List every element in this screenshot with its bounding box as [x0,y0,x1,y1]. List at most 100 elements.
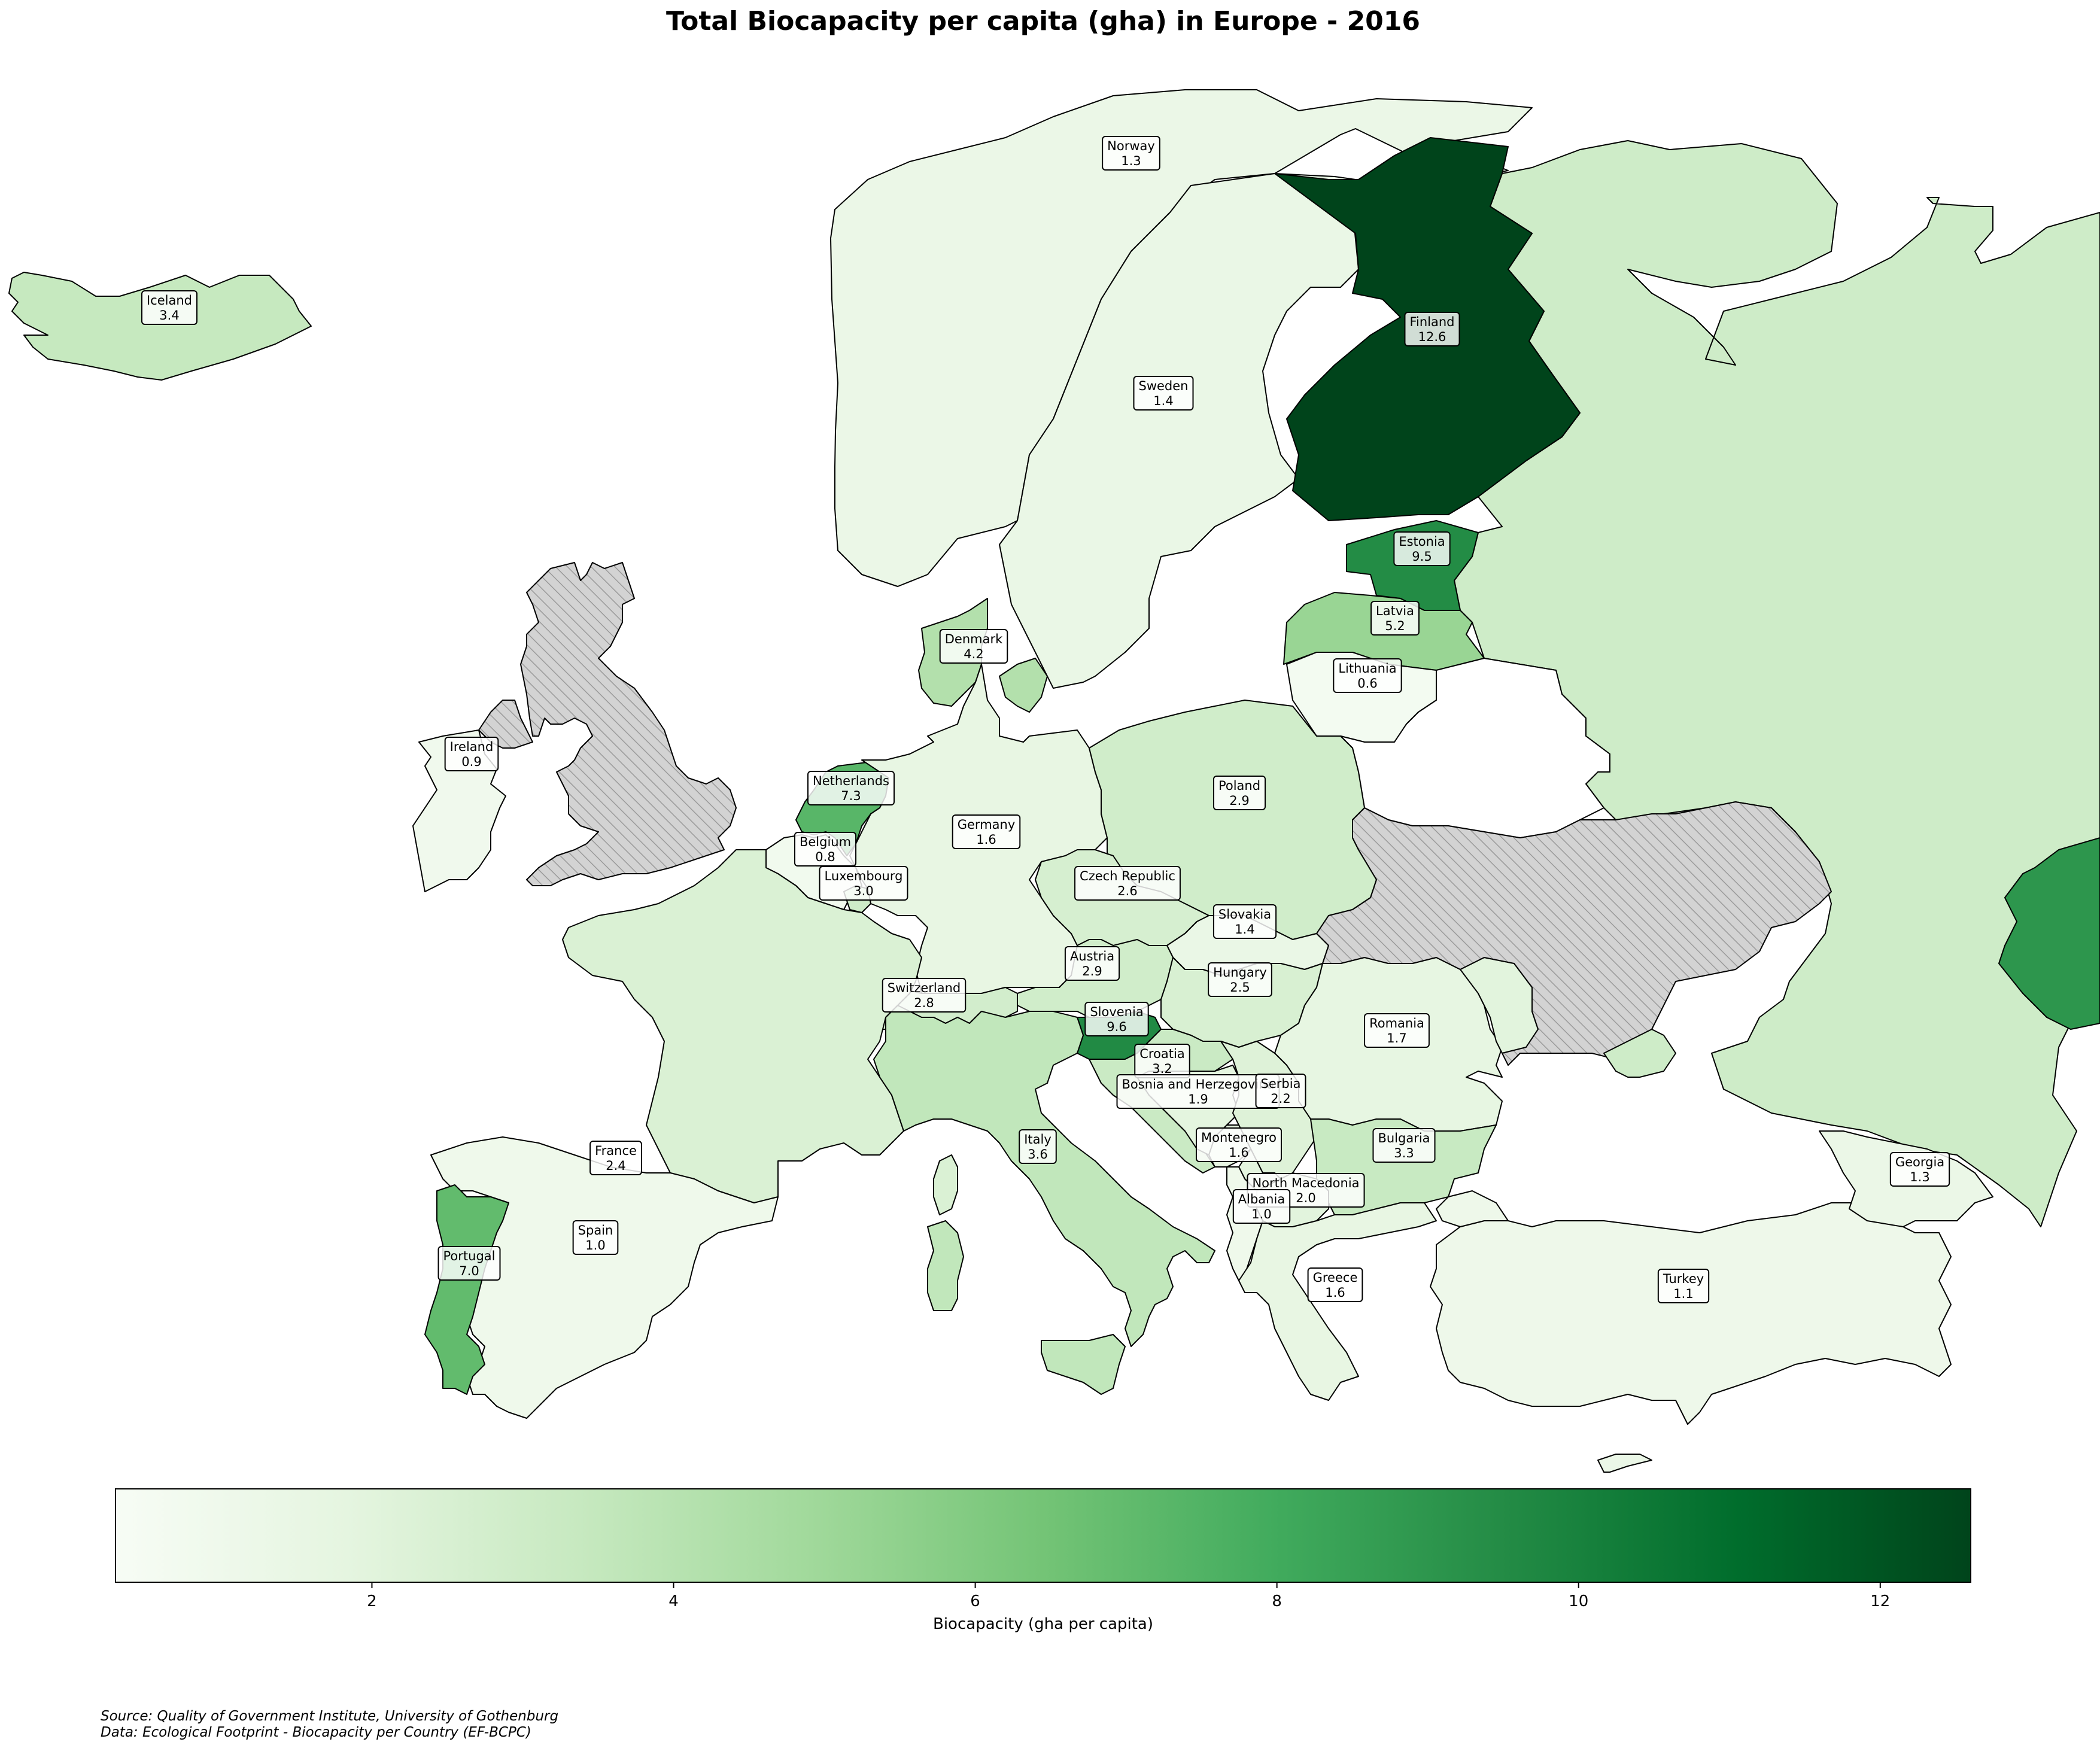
label-box [1404,312,1460,346]
label-value: 1.1 [1673,1287,1693,1301]
label-value: 1.6 [976,832,996,847]
label-country-name: Norway [1107,139,1155,153]
label-country-name: Sweden [1139,379,1189,393]
label-value: 2.5 [1230,980,1250,995]
label-country-name: Belgium [800,835,851,849]
label-box [1255,1074,1306,1108]
label-country-name: Germany [958,817,1016,832]
label-value: 1.0 [1251,1207,1271,1221]
label-country-name: Ireland [450,740,494,754]
label-country-name: Denmark [945,632,1003,646]
country-cyprus [1597,1454,1652,1473]
label-box [1064,946,1120,981]
label-country-name: Bulgaria [1378,1131,1430,1145]
label-box [1133,376,1194,411]
label-country-name: Portugal [443,1249,496,1263]
country-turkey [1430,1202,1952,1425]
label-box [819,866,908,901]
country-italy-sardinia [927,1220,964,1311]
label-value: 2.0 [1296,1191,1315,1205]
label-value: 0.9 [461,755,481,769]
label-country-name: Czech Republic [1080,869,1175,883]
label-value: 0.6 [1357,676,1377,691]
label-value: 7.3 [841,789,861,803]
label-value: 9.6 [1107,1020,1126,1034]
label-country-name: Greece [1313,1270,1358,1285]
colorbar-gradient [115,1488,1971,1583]
label-country-name: Poland [1218,779,1260,793]
source-line-2: Data: Ecological Footprint - Biocapacity… [101,1725,531,1740]
label-box [1657,1269,1710,1303]
label-box [444,737,499,771]
label-box [437,1246,501,1281]
label-box [882,978,967,1013]
label-box [1364,1013,1430,1048]
label-value: 1.4 [1235,922,1254,937]
label-country-name: Slovakia [1218,907,1271,922]
label-box [939,629,1008,664]
label-box [1102,136,1160,171]
colorbar-tick-label: 2 [367,1592,377,1610]
label-value: 2.2 [1271,1092,1290,1106]
label-box [807,771,895,805]
label-value: 2.6 [1117,884,1137,898]
label-box [141,290,198,325]
label-value: 3.6 [1028,1147,1047,1162]
country-italy [873,1005,1215,1347]
colorbar-label: Biocapacity (gha per capita) [933,1615,1153,1633]
label-country-name: Croatia [1139,1047,1185,1061]
country-norway [830,89,1533,587]
colorbar-tick-label: 10 [1569,1592,1588,1610]
label-country-name: Serbia [1261,1077,1301,1091]
label-value: 5.2 [1385,619,1405,633]
colorbar-tick-label: 4 [668,1592,679,1610]
colorbar-tick-label: 6 [970,1592,980,1610]
country-iceland [8,272,312,381]
label-value: 1.0 [585,1238,605,1252]
label-box [1208,962,1272,997]
label-country-name: Bosnia and Herzegovina [1122,1077,1275,1092]
label-value: 2.4 [606,1159,625,1173]
source-line-1: Source: Quality of Government Institute,… [101,1708,559,1724]
country-uk-northern-ireland [478,700,533,749]
label-value: 3.3 [1394,1146,1414,1160]
label-value: 3.0 [853,884,873,898]
country-corsica [933,1154,958,1215]
label-value: 1.4 [1153,394,1173,408]
label-value: 12.6 [1418,330,1446,344]
label-country-name: Italy [1024,1132,1051,1147]
label-box [1074,866,1181,901]
country-italy-sicily [1041,1334,1126,1395]
country-denmark-island [999,658,1048,713]
label-country-name: Switzerland [888,981,961,995]
label-country-name: North Macedonia [1252,1176,1359,1190]
label-box [1084,1002,1149,1036]
